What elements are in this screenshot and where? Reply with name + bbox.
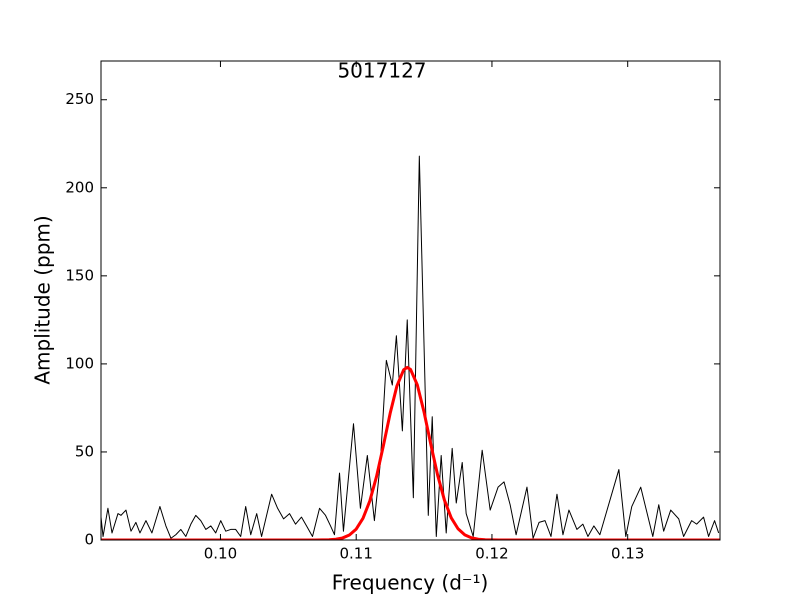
y-axis-label: Amplitude (ppm)	[31, 215, 55, 384]
plot-area	[101, 155, 720, 540]
series-line	[101, 365, 720, 540]
x-tick-label: 0.12	[475, 545, 508, 563]
y-tick-label: 100	[65, 354, 94, 372]
x-tick-label: 0.10	[204, 545, 237, 563]
x-tick-label: 0.11	[339, 545, 372, 563]
y-tick-label: 250	[65, 90, 94, 108]
y-tick-label: 200	[65, 178, 94, 196]
y-tick-label: 0	[84, 531, 94, 549]
x-axis-label: Frequency (d⁻¹)	[332, 571, 489, 595]
y-tick-label: 150	[65, 266, 94, 284]
chart-title: 5017127	[337, 59, 426, 83]
axes-frame	[100, 60, 721, 541]
x-tick-label: 0.13	[611, 545, 644, 563]
y-tick-label: 50	[75, 442, 94, 460]
series-line	[101, 155, 720, 539]
